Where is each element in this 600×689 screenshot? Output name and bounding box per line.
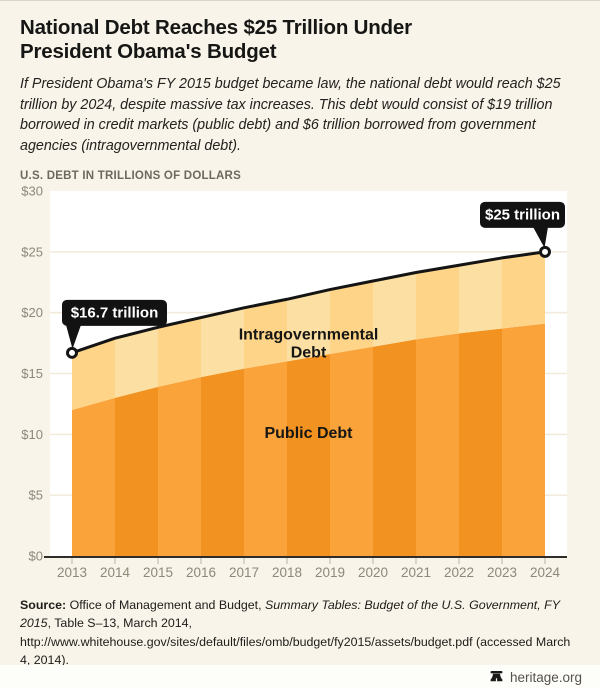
svg-text:$30: $30 <box>21 186 43 199</box>
svg-text:2023: 2023 <box>487 565 517 580</box>
svg-text:2020: 2020 <box>358 565 388 580</box>
end-point-marker <box>539 246 551 259</box>
source-text-post: , Table S–13, March 2014, http://www.whi… <box>20 616 571 667</box>
svg-text:2015: 2015 <box>143 565 173 580</box>
intragovernmental-debt-area <box>72 252 545 411</box>
svg-text:$16.7 trillion: $16.7 trillion <box>71 305 159 322</box>
liberty-bell-icon <box>490 670 503 681</box>
source-note: Source: Office of Management and Budget,… <box>20 596 582 668</box>
page-title: National Debt Reaches $25 Trillion Under… <box>20 16 582 64</box>
svg-text:2022: 2022 <box>444 565 474 580</box>
source-text-pre: Office of Management and Budget, <box>66 598 265 613</box>
source-label: Source: <box>20 598 67 613</box>
svg-text:$25 trillion: $25 trillion <box>485 207 560 224</box>
y-axis-labels: $0 $5 $10 $15 $20 $25 $30 <box>21 186 43 564</box>
svg-text:2017: 2017 <box>229 565 259 580</box>
header: National Debt Reaches $25 Trillion Under… <box>0 16 600 182</box>
total-debt-line <box>70 250 547 355</box>
brand-link[interactable]: heritage.org <box>509 669 582 685</box>
svg-text:Intragovernmental: Intragovernmental <box>239 327 379 344</box>
svg-text:2024: 2024 <box>530 565 561 580</box>
svg-text:$10: $10 <box>21 427 43 442</box>
svg-text:$5: $5 <box>29 488 43 503</box>
svg-text:$25: $25 <box>21 245 43 260</box>
annotation-2024: $25 trillion <box>480 202 565 259</box>
debt-area-chart-svg: 2013 2014 2015 2016 2017 2018 2019 2020 2021 2022… <box>21 186 567 580</box>
annotation-2013: $16.7 trillion <box>62 300 167 360</box>
chart-description: If President Obama's FY 2015 budget beca… <box>20 75 561 154</box>
x-axis-ticks <box>71 558 546 565</box>
title-line-1: National Debt Reaches $25 Trillion Under <box>20 16 412 39</box>
svg-text:2018: 2018 <box>272 565 302 580</box>
svg-text:2021: 2021 <box>401 565 431 580</box>
svg-text:2013: 2013 <box>57 565 87 580</box>
debt-area-chart: 2013 2014 2015 2016 2017 2018 2019 2020 2021 2022… <box>0 186 600 591</box>
chart-units-heading: U.S. DEBT IN TRILLIONS OF DOLLARS <box>20 170 241 183</box>
svg-text:$20: $20 <box>21 305 43 320</box>
svg-text:2014: 2014 <box>100 565 131 580</box>
svg-text:$0: $0 <box>29 549 43 564</box>
public-debt-area <box>72 323 545 557</box>
start-point-marker <box>66 347 78 360</box>
svg-text:$15: $15 <box>21 366 43 381</box>
source-text-italic: Summary Tables: Budget of the U.S. Gover… <box>20 598 560 631</box>
x-axis-labels: 2013 2014 2015 2016 2017 2018 2019 2020 2021 2022… <box>57 565 561 580</box>
svg-text:2019: 2019 <box>315 565 345 580</box>
svg-text:2016: 2016 <box>186 565 216 580</box>
footer-bar: heritage.org <box>0 665 600 689</box>
title-line-2: President Obama's Budget <box>20 39 277 63</box>
svg-text:Public Debt: Public Debt <box>264 425 353 442</box>
svg-text:Debt: Debt <box>291 345 327 362</box>
